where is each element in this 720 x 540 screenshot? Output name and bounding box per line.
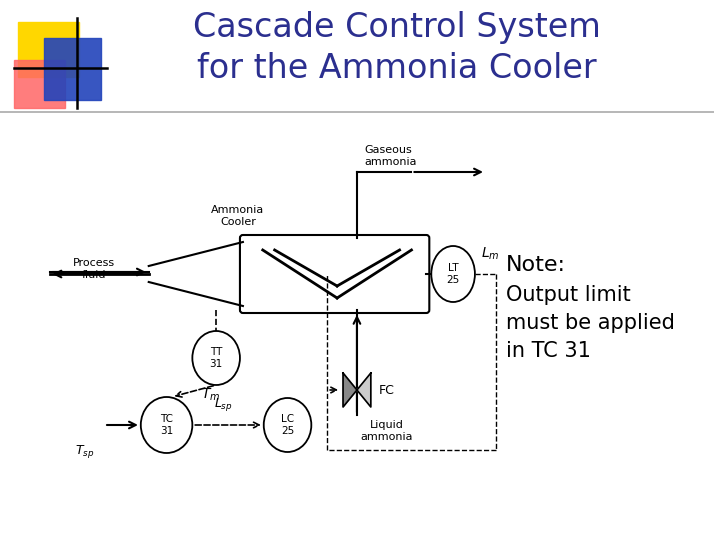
Polygon shape	[357, 373, 371, 407]
Text: Ammonia
Cooler: Ammonia Cooler	[212, 205, 264, 227]
Text: LT
25: LT 25	[446, 263, 460, 285]
Text: Cascade Control System
for the Ammonia Cooler: Cascade Control System for the Ammonia C…	[193, 11, 600, 85]
Bar	[44, 38, 101, 100]
Text: TC
31: TC 31	[160, 414, 174, 436]
Ellipse shape	[192, 331, 240, 385]
Text: Gaseous
ammonia: Gaseous ammonia	[365, 145, 418, 167]
Text: LC
25: LC 25	[281, 414, 294, 436]
Text: $L_{sp}$: $L_{sp}$	[214, 396, 233, 413]
Text: FC: FC	[379, 383, 395, 396]
Text: $T_{sp}$: $T_{sp}$	[75, 443, 94, 460]
Text: $T_m$: $T_m$	[202, 387, 220, 403]
Text: Process
fluid: Process fluid	[73, 258, 115, 280]
Ellipse shape	[264, 398, 311, 452]
Polygon shape	[343, 373, 357, 407]
Text: $L_m$: $L_m$	[481, 246, 500, 262]
Ellipse shape	[431, 246, 475, 302]
Bar	[14, 60, 66, 108]
Text: Output limit
must be applied
in TC 31: Output limit must be applied in TC 31	[505, 285, 675, 361]
Ellipse shape	[141, 397, 192, 453]
Bar	[18, 22, 79, 77]
FancyBboxPatch shape	[240, 235, 429, 313]
Text: Note:: Note:	[505, 255, 566, 275]
Text: Liquid
ammonia: Liquid ammonia	[361, 420, 413, 442]
Text: TT
31: TT 31	[210, 347, 222, 369]
